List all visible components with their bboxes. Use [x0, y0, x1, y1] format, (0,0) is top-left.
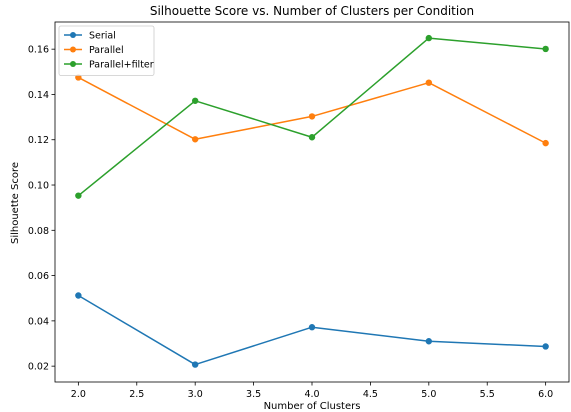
data-point-serial — [308, 324, 316, 331]
legend-item-parallel: Parallel — [64, 45, 124, 56]
x-tick-label: 5.0 — [421, 389, 436, 400]
x-tick-label: 6.0 — [538, 389, 553, 400]
x-tick-label: 2.0 — [71, 389, 86, 400]
x-tick-label: 3.5 — [246, 389, 261, 400]
y-tick-label: 0.12 — [28, 135, 49, 146]
x-tick-label: 3.0 — [188, 389, 203, 400]
y-tick-label: 0.16 — [28, 45, 49, 56]
legend-box — [58, 25, 155, 76]
series-parallel-filter — [75, 34, 549, 199]
legend-label: Serial — [89, 31, 116, 42]
y-tick-label: 0.14 — [28, 90, 49, 101]
legend-item-serial: Serial — [64, 31, 116, 42]
y-axis-label: Silhouette Score — [10, 162, 21, 244]
legend-swatch-marker — [70, 46, 76, 53]
x-tick-label: 2.5 — [129, 389, 144, 400]
data-point-parallel-filter — [425, 34, 433, 42]
chart-title: Silhouette Score vs. Number of Clusters … — [150, 4, 474, 18]
y-tick-label: 0.06 — [28, 271, 49, 282]
legend-swatch-marker — [70, 61, 76, 67]
data-point-serial — [542, 343, 549, 350]
data-point-parallel-filter — [75, 192, 82, 199]
data-point-parallel — [191, 136, 199, 143]
legend-label: Parallel — [89, 45, 124, 56]
data-point-parallel — [542, 139, 549, 147]
legend: Serial Parallel Parallel+filter — [58, 25, 155, 76]
y-tick-label: 0.02 — [28, 362, 49, 373]
y-tick-label: 0.04 — [28, 316, 49, 327]
plot-frame — [54, 21, 570, 383]
data-point-parallel — [425, 79, 433, 86]
series-serial — [75, 292, 549, 368]
legend-label: Parallel+filter — [89, 60, 154, 71]
y-tick-label: 0.08 — [28, 226, 49, 237]
x-tick-label: 5.5 — [480, 389, 495, 400]
data-point-parallel-filter — [191, 97, 199, 104]
data-point-parallel-filter — [308, 134, 316, 141]
y-tick-label: 0.10 — [28, 181, 49, 192]
x-axis-label: Number of Clusters — [264, 401, 361, 412]
data-point-parallel — [308, 113, 316, 120]
data-point-serial — [425, 338, 433, 345]
x-tick-label: 4.0 — [304, 389, 319, 400]
legend-swatch-marker — [70, 32, 76, 38]
legend-item-parallel-filter: Parallel+filter — [64, 60, 154, 71]
data-point-parallel-filter — [542, 45, 549, 53]
plot-area: 2.0 2.5 3.0 3.5 4.0 4.5 5.0 5.5 6.0 0.02 0.04 0.06 0… — [28, 34, 553, 400]
data-point-serial — [191, 361, 199, 368]
data-point-serial — [75, 292, 82, 299]
x-tick-label: 4.5 — [363, 389, 378, 400]
